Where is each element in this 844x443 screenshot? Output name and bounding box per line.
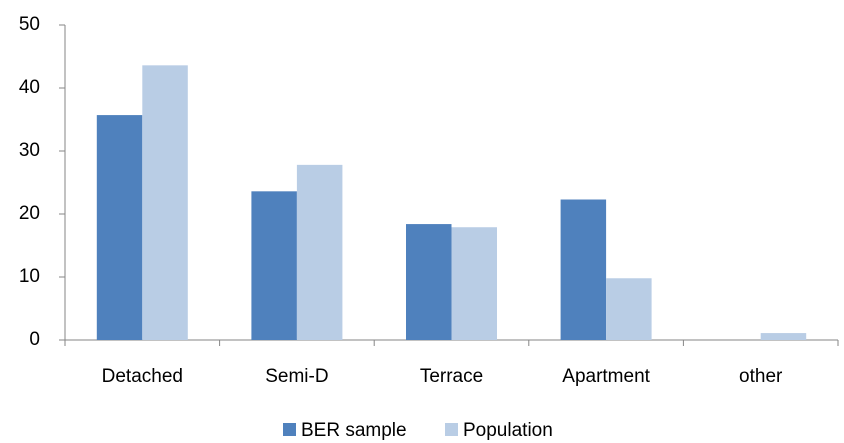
bar [96, 115, 143, 340]
bar [560, 199, 607, 340]
bar [142, 65, 188, 340]
legend-label: Population [463, 420, 553, 441]
bar [251, 191, 297, 340]
y-tick-label: 20 [19, 203, 40, 224]
x-tick-label: Semi-D [265, 366, 328, 387]
bar [606, 278, 652, 340]
y-tick-label: 50 [19, 14, 40, 35]
y-tick-label: 0 [29, 329, 40, 350]
y-tick-label: 40 [19, 77, 40, 98]
bar [451, 227, 497, 340]
legend: BER sample Population [283, 420, 553, 441]
x-tick-label: Detached [102, 366, 183, 387]
legend-swatch [445, 423, 458, 436]
legend-label: BER sample [301, 420, 407, 441]
x-tick-label: other [739, 366, 783, 387]
legend-swatch [283, 423, 296, 436]
y-tick-label: 10 [19, 266, 40, 287]
x-tick-label: Terrace [420, 366, 483, 387]
y-tick-label: 30 [19, 140, 40, 161]
bar [296, 164, 343, 340]
bar [406, 224, 452, 340]
bar [760, 333, 807, 340]
x-tick-label: Apartment [562, 366, 650, 387]
